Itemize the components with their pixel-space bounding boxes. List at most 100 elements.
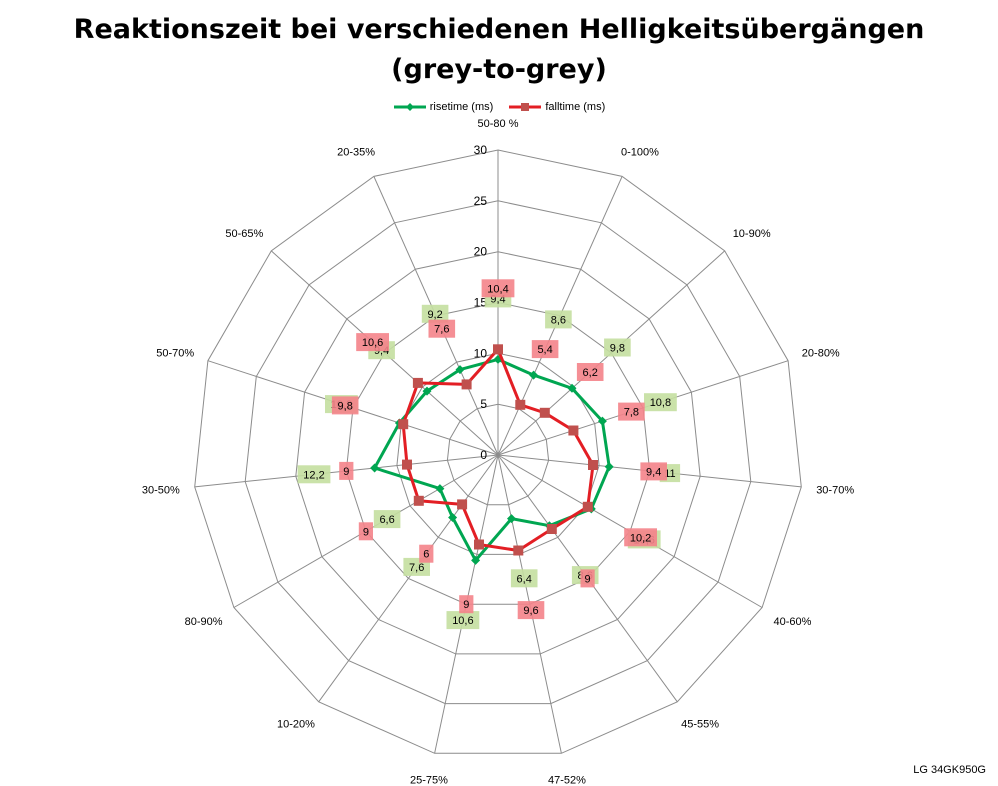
legend-risetime-label: risetime (ms): [429, 101, 494, 113]
falltime-point: [412, 377, 423, 388]
risetime-data-label: 9,8: [610, 343, 625, 355]
risetime-data-label: 11: [664, 468, 675, 480]
risetime-label-box: [545, 310, 572, 329]
risetime-point: [567, 383, 577, 393]
risetime-label-box: [604, 338, 631, 357]
radial-tick-label: 25: [474, 194, 488, 208]
grid-ring: [194, 149, 802, 754]
risetime-data-label: 10,8: [650, 397, 671, 409]
falltime-data-label: 9,6: [523, 605, 538, 617]
category-label: 20-35%: [337, 147, 375, 159]
risetime-point: [448, 513, 458, 522]
risetime-point: [455, 365, 465, 375]
category-label: 50-65%: [225, 228, 263, 240]
category-label: 40-60%: [774, 616, 812, 628]
falltime-point: [493, 344, 503, 355]
category-label: 47-52%: [548, 775, 586, 786]
falltime-data-label: 9: [463, 599, 469, 611]
falltime-data-label: 7,6: [434, 324, 449, 336]
falltime-label-box: [640, 462, 667, 481]
category-label: 0-100%: [621, 147, 659, 159]
falltime-data-label: 9: [585, 573, 591, 585]
grid-ring: [295, 251, 701, 655]
radial-tick-label: 0: [480, 448, 487, 462]
category-label: 25-75%: [410, 775, 448, 786]
chart-title: Reaktionszeit bei verschiedenen Helligke…: [0, 10, 998, 90]
falltime-point: [402, 459, 412, 470]
falltime-data-label: 10,6: [362, 337, 383, 349]
falltime-label-box: [624, 528, 657, 547]
falltime-label-box: [618, 402, 645, 421]
chart-title-line-1: Reaktionszeit bei verschiedenen Helligke…: [73, 14, 925, 45]
falltime-data-label: 10,2: [630, 532, 651, 544]
risetime-point: [604, 462, 614, 472]
category-label: 20-80%: [802, 347, 840, 359]
risetime-label-box: [373, 510, 401, 529]
risetime-data-label: 12,2: [303, 469, 324, 481]
risetime-point: [422, 386, 432, 396]
risetime-point: [471, 555, 481, 565]
falltime-data-label: 7,8: [624, 407, 639, 419]
falltime-point: [457, 499, 468, 510]
risetime-data-label: 10,6: [452, 615, 473, 627]
radial-tick-label: 10: [474, 346, 488, 360]
risetime-point: [507, 514, 516, 524]
category-label: 10-20%: [277, 719, 315, 731]
radial-tick-label: 15: [474, 296, 488, 310]
grid-ring: [244, 200, 752, 705]
risetime-data-label: 7,6: [409, 562, 424, 574]
falltime-data-label: 6: [423, 549, 429, 561]
falltime-data-label: 9,4: [646, 466, 661, 478]
risetime-data-label: 9,2: [427, 309, 442, 321]
risetime-data-label: 6,6: [379, 514, 394, 526]
falltime-label-box: [356, 333, 389, 352]
category-label: 80-90%: [185, 616, 223, 628]
falltime-point: [568, 425, 579, 436]
falltime-point: [513, 545, 524, 556]
falltime-label-box: [358, 522, 373, 541]
falltime-label-box: [580, 569, 595, 588]
grid-ring: [446, 403, 550, 506]
falltime-label-box: [531, 340, 559, 359]
falltime-data-label: 6,2: [583, 367, 598, 379]
falltime-data-label: 9: [363, 526, 369, 538]
risetime-point: [529, 370, 539, 380]
falltime-point: [539, 407, 550, 418]
falltime-label-box: [459, 595, 474, 614]
radial-tick-label: 20: [474, 245, 488, 259]
risetime-data-label: 8,6: [551, 314, 566, 326]
category-label: 50-80 %: [478, 118, 519, 130]
legend-falltime-label: falltime (ms): [545, 101, 606, 113]
falltime-line: [401, 347, 595, 552]
legend-entry-falltime: falltime (ms): [508, 101, 605, 113]
category-label: 50-70%: [156, 347, 194, 359]
falltime-point: [515, 399, 526, 410]
radial-tick-label: 30: [474, 143, 488, 157]
falltime-point: [474, 539, 484, 550]
risetime-label-box: [644, 393, 677, 412]
category-label: 45-55%: [681, 719, 719, 731]
falltime-label-box: [339, 461, 354, 480]
falltime-label-box: [517, 601, 545, 620]
legend-entry-risetime: risetime (ms): [393, 101, 494, 113]
falltime-label-box: [419, 544, 434, 563]
falltime-point: [461, 379, 472, 390]
falltime-point: [546, 524, 557, 534]
category-label: 30-50%: [142, 485, 180, 497]
falltime-data-label: 9,8: [338, 400, 353, 412]
chart-legend: risetime (ms) falltime (ms): [0, 101, 998, 115]
risetime-point: [597, 416, 607, 426]
falltime-label-box: [481, 279, 515, 298]
grid-ring: [345, 301, 651, 605]
falltime-data-label: 9: [343, 466, 349, 478]
risetime-data-label: 6,4: [517, 573, 532, 585]
falltime-label-box: [576, 363, 604, 381]
risetime-label-box: [510, 569, 538, 588]
falltime-label-box: [331, 396, 359, 415]
falltime-point: [413, 495, 424, 506]
falltime-point: [588, 460, 598, 470]
grid-spoke: [318, 454, 499, 703]
falltime-point: [582, 501, 593, 512]
radial-tick-label: 5: [480, 397, 487, 411]
